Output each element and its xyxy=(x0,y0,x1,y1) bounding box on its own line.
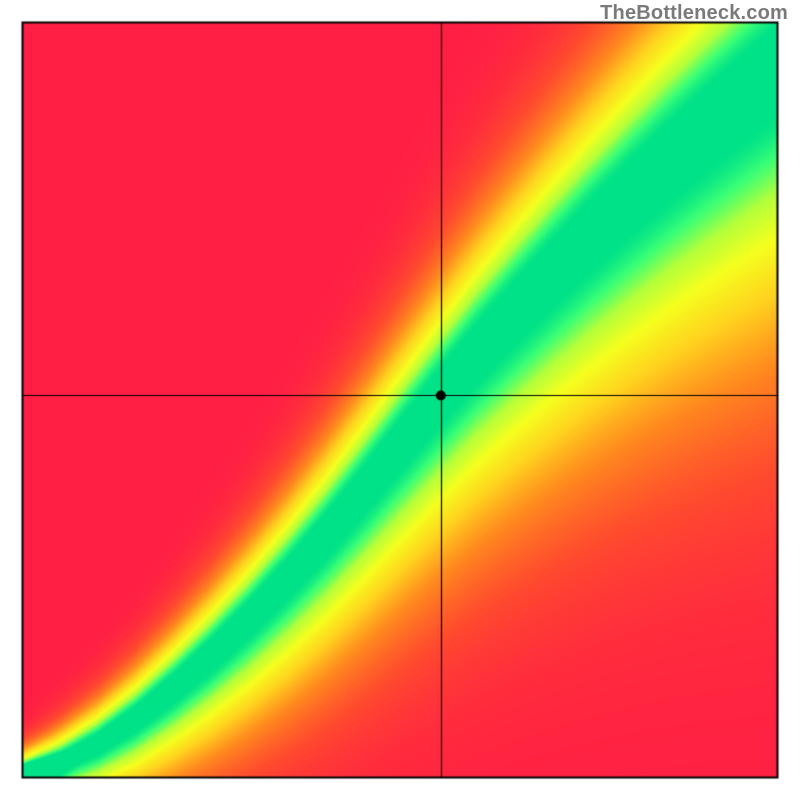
watermark-text: TheBottleneck.com xyxy=(600,2,788,25)
bottleneck-heatmap xyxy=(0,0,800,800)
